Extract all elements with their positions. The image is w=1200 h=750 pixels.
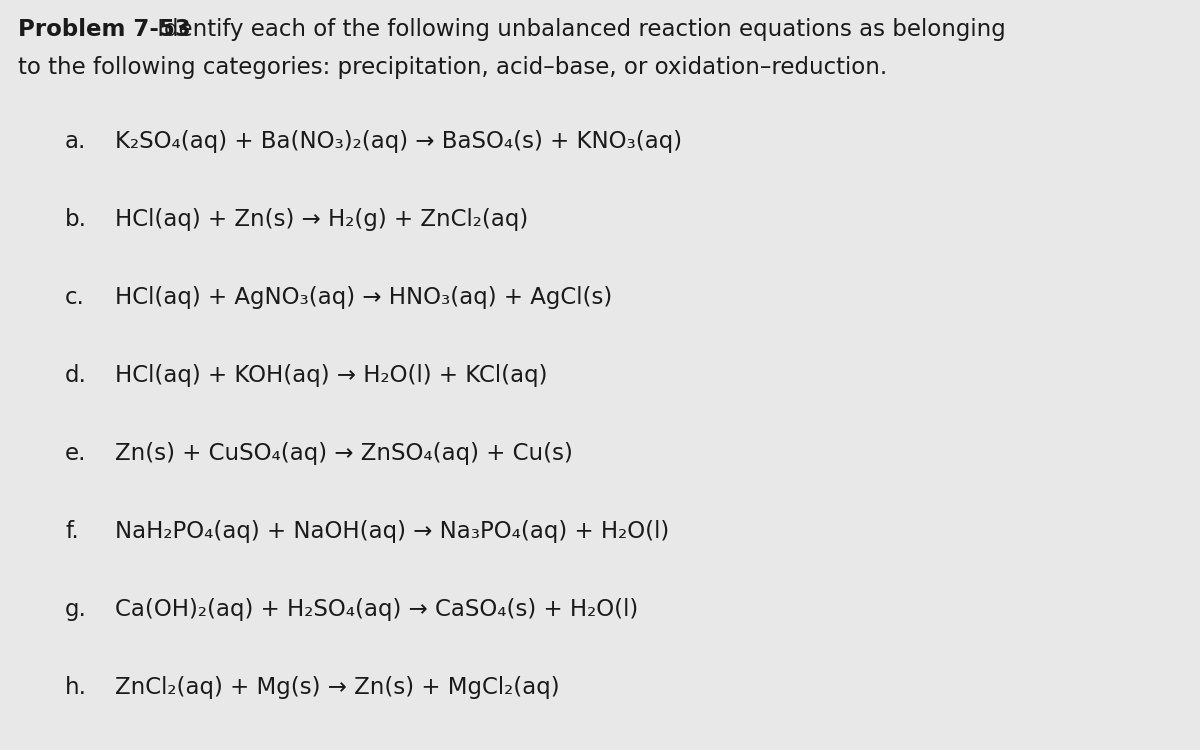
Text: HCl(aq) + AgNO₃(aq) → HNO₃(aq) + AgCl(s): HCl(aq) + AgNO₃(aq) → HNO₃(aq) + AgCl(s) <box>115 286 612 309</box>
Text: e.: e. <box>65 442 86 465</box>
Text: K₂SO₄(aq) + Ba(NO₃)₂(aq) → BaSO₄(s) + KNO₃(aq): K₂SO₄(aq) + Ba(NO₃)₂(aq) → BaSO₄(s) + KN… <box>115 130 682 153</box>
Text: Zn(s) + CuSO₄(aq) → ZnSO₄(aq) + Cu(s): Zn(s) + CuSO₄(aq) → ZnSO₄(aq) + Cu(s) <box>115 442 572 465</box>
Text: d.: d. <box>65 364 86 387</box>
Text: HCl(aq) + KOH(aq) → H₂O(l) + KCl(aq): HCl(aq) + KOH(aq) → H₂O(l) + KCl(aq) <box>115 364 547 387</box>
Text: Problem 7-53: Problem 7-53 <box>18 18 191 41</box>
Text: g.: g. <box>65 598 86 621</box>
Text: h.: h. <box>65 676 88 699</box>
Text: to the following categories: precipitation, acid–base, or oxidation–reduction.: to the following categories: precipitati… <box>18 56 887 79</box>
Text: c.: c. <box>65 286 85 309</box>
Text: ZnCl₂(aq) + Mg(s) → Zn(s) + MgCl₂(aq): ZnCl₂(aq) + Mg(s) → Zn(s) + MgCl₂(aq) <box>115 676 559 699</box>
Text: Ca(OH)₂(aq) + H₂SO₄(aq) → CaSO₄(s) + H₂O(l): Ca(OH)₂(aq) + H₂SO₄(aq) → CaSO₄(s) + H₂O… <box>115 598 638 621</box>
Text: f.: f. <box>65 520 79 543</box>
Text: a.: a. <box>65 130 86 153</box>
Text: NaH₂PO₄(aq) + NaOH(aq) → Na₃PO₄(aq) + H₂O(l): NaH₂PO₄(aq) + NaOH(aq) → Na₃PO₄(aq) + H₂… <box>115 520 670 543</box>
Text: Identify each of the following unbalanced reaction equations as belonging: Identify each of the following unbalance… <box>150 18 1006 41</box>
Text: b.: b. <box>65 208 88 231</box>
Text: HCl(aq) + Zn(s) → H₂(g) + ZnCl₂(aq): HCl(aq) + Zn(s) → H₂(g) + ZnCl₂(aq) <box>115 208 528 231</box>
